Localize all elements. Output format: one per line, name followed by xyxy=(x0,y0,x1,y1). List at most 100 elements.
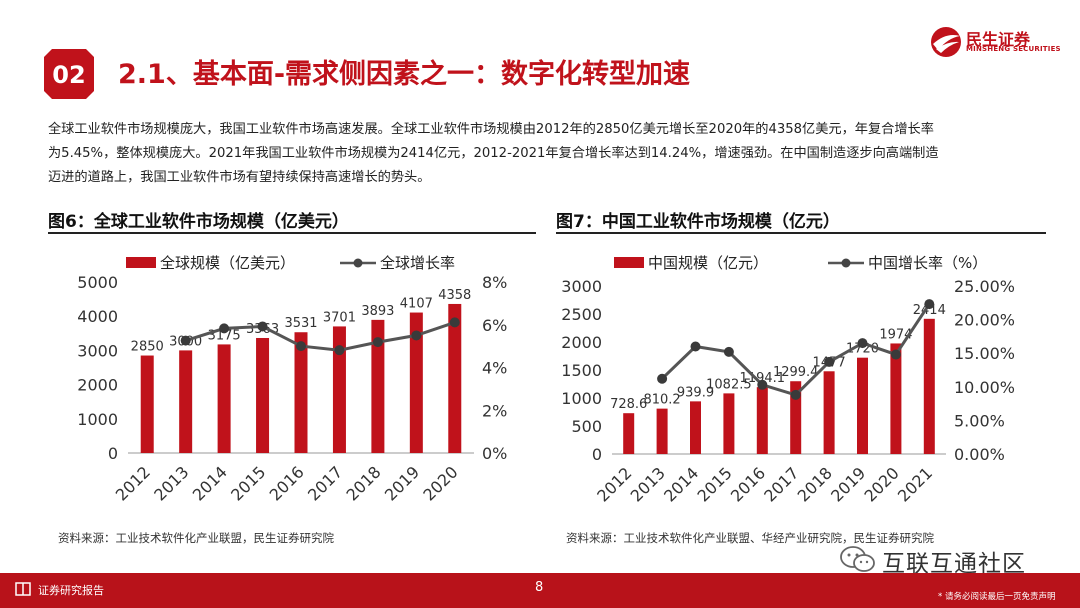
bar xyxy=(217,344,231,453)
intro-line: 迈进的道路上，我国工业软件市场有望持续保持高速增长的势头。 xyxy=(48,170,431,185)
left-axis-tick-label: 1000 xyxy=(561,389,602,408)
left-axis-tick-label: 500 xyxy=(571,417,602,436)
bar xyxy=(923,318,935,454)
growth-rate-point xyxy=(296,341,306,352)
left-axis-tick-label: 0 xyxy=(108,444,118,463)
bar xyxy=(890,343,902,454)
legend-bar-swatch xyxy=(126,257,156,268)
right-axis-tick-label: 8% xyxy=(482,273,507,292)
bar xyxy=(332,326,346,453)
bar-data-label: 939.9 xyxy=(677,385,714,400)
bar-data-label: 1299.4 xyxy=(773,365,819,380)
growth-rate-point xyxy=(411,330,422,341)
bar xyxy=(823,371,835,454)
report-book-icon xyxy=(15,582,31,596)
right-axis-tick-label: 2% xyxy=(482,401,507,420)
bar xyxy=(256,337,270,453)
brand-name: 民生证券 xyxy=(966,30,1031,49)
bar xyxy=(857,357,868,454)
x-tick-label: 2013 xyxy=(627,463,669,505)
right-axis-tick-label: 10.00% xyxy=(954,378,1015,397)
x-tick-label: 2012 xyxy=(593,463,635,505)
right-axis-tick-label: 6% xyxy=(482,316,507,335)
growth-rate-line xyxy=(185,320,456,352)
bar-data-label: 3531 xyxy=(284,316,317,331)
growth-rate-point xyxy=(890,349,901,360)
figure6-source: 资料来源：工业技术软件化产业联盟，民生证券研究院 xyxy=(58,531,334,545)
watermark-text: 互联互通社区 xyxy=(882,551,1026,577)
growth-rate-point xyxy=(219,323,230,334)
x-tick-label: 2014 xyxy=(660,463,702,505)
bar xyxy=(409,312,423,453)
bar xyxy=(140,355,154,453)
bar xyxy=(690,401,701,454)
growth-rate-point xyxy=(180,335,191,346)
legend-line-label: 中国增长率（%） xyxy=(868,254,987,272)
section-badge: 02 xyxy=(44,49,94,99)
figure7-title: 图7：中国工业软件市场规模（亿元） xyxy=(556,212,840,232)
bar-data-label: 1082.5 xyxy=(706,377,752,392)
left-axis-tick-label: 5000 xyxy=(77,273,118,292)
legend-line-marker xyxy=(841,258,851,268)
x-tick-label: 2012 xyxy=(112,462,154,504)
bar xyxy=(790,381,802,454)
bar-data-label: 3701 xyxy=(323,310,356,325)
x-tick-label: 2019 xyxy=(827,463,869,505)
left-axis-tick-label: 4000 xyxy=(77,307,118,326)
legend-line-label: 全球增长率 xyxy=(380,254,455,272)
bar xyxy=(756,387,768,454)
bar xyxy=(723,393,735,454)
bar-data-label: 728.6 xyxy=(610,397,647,412)
growth-rate-point xyxy=(257,321,268,332)
china-market-chart: 中国规模（亿元） 中国增长率（%） 0 500 1000 1500 2000 2500 3000… xyxy=(561,254,1015,506)
bar xyxy=(656,408,668,454)
legend-line-marker xyxy=(353,258,363,268)
legend-bar-label: 全球规模（亿美元） xyxy=(160,254,295,272)
page-number: 8 xyxy=(535,580,544,595)
growth-rate-point xyxy=(657,373,668,384)
left-axis-tick-label: 2000 xyxy=(77,376,118,395)
x-tick-label: 2014 xyxy=(189,462,231,504)
right-axis-tick-label: 25.00% xyxy=(954,277,1015,296)
left-axis-tick-label: 0 xyxy=(592,445,602,464)
figure7-source: 资料来源：工业技术软件化产业联盟、华经产业研究院，民生证券研究院 xyxy=(566,531,934,545)
footer-bar xyxy=(0,573,1080,608)
brand-subtitle: MINSHENG SECURITIES xyxy=(966,45,1061,53)
page-title: 2.1、基本面-需求侧因素之一：数字化转型加速 xyxy=(118,59,691,90)
x-tick-label: 2016 xyxy=(266,462,308,504)
growth-rate-point xyxy=(757,379,768,390)
x-tick-label: 2015 xyxy=(227,462,269,504)
footer-report-label: 证券研究报告 xyxy=(38,584,104,597)
figure7-title-rule xyxy=(556,232,1046,234)
growth-rate-point xyxy=(372,337,383,348)
growth-rate-point xyxy=(334,345,345,356)
growth-rate-point xyxy=(690,341,701,352)
figure6-title-rule xyxy=(48,232,536,234)
left-axis-tick-label: 3000 xyxy=(77,341,118,360)
intro-paragraph: 全球工业软件市场规模庞大，我国工业软件市场高速发展。全球工业软件市场规模由201… xyxy=(48,118,1048,190)
figure6-title: 图6：全球工业软件市场规模（亿美元） xyxy=(48,212,349,232)
x-tick-label: 2020 xyxy=(419,462,461,504)
x-tick-label: 2021 xyxy=(894,463,936,505)
left-axis-tick-label: 1500 xyxy=(561,361,602,380)
growth-rate-point xyxy=(790,389,801,400)
growth-rate-point xyxy=(723,346,734,357)
x-tick-label: 2017 xyxy=(304,462,346,504)
right-axis-tick-label: 15.00% xyxy=(954,344,1015,363)
section-number: 02 xyxy=(52,61,85,89)
intro-line: 为5.45%，整体规模庞大。2021年我国工业软件市场规模为2414亿元，201… xyxy=(48,146,939,161)
legend-bar-swatch xyxy=(614,257,644,268)
bar xyxy=(371,319,385,453)
x-tick-label: 2018 xyxy=(342,462,384,504)
bar-data-label: 4358 xyxy=(438,288,471,303)
bar xyxy=(294,332,308,453)
x-tick-label: 2015 xyxy=(694,463,736,505)
legend-bar-label: 中国规模（亿元） xyxy=(648,254,768,272)
growth-rate-point xyxy=(924,299,935,310)
right-axis-tick-label: 0% xyxy=(482,444,507,463)
right-axis-tick-label: 20.00% xyxy=(954,311,1015,330)
global-market-chart: 全球规模（亿美元） 全球增长率 0 1000 2000 3000 4000 5000 0% 2% 4… xyxy=(77,254,507,505)
left-axis-tick-label: 3000 xyxy=(561,277,602,296)
bar xyxy=(623,413,635,454)
x-tick-label: 2018 xyxy=(794,463,836,505)
